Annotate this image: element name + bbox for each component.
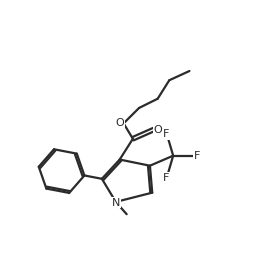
- Text: O: O: [115, 118, 124, 128]
- Text: O: O: [153, 125, 162, 134]
- Text: N: N: [112, 198, 120, 208]
- Text: F: F: [163, 129, 169, 139]
- Text: F: F: [163, 173, 169, 183]
- Text: F: F: [194, 151, 200, 161]
